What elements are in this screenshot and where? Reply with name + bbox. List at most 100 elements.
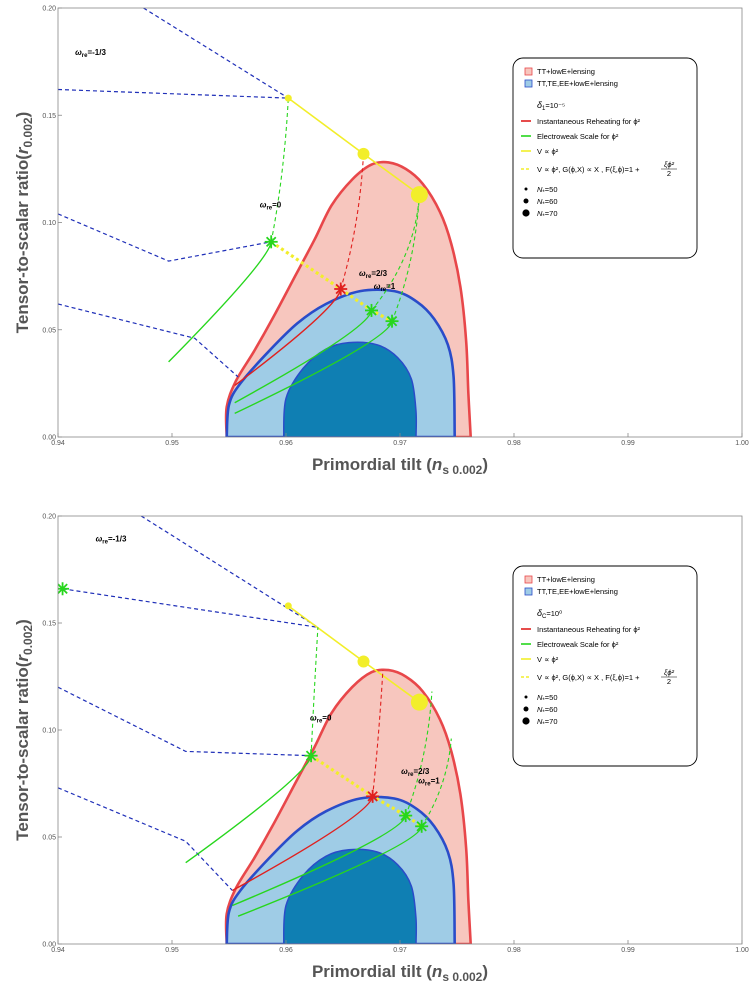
legend-swatch-inner: [524, 587, 533, 596]
x-tick-label: 0.97: [393, 440, 407, 447]
y-tick-label: 0.20: [42, 514, 56, 521]
y-tick-label: 0.05: [42, 835, 56, 842]
legend-box: [512, 565, 698, 767]
star-2: [366, 789, 380, 803]
omega-annotation-0: ωre=-1/3: [75, 48, 106, 59]
legend-entry: Electroweak Scale for ϕ²: [537, 132, 619, 141]
x-tick-label: 0.95: [165, 947, 179, 954]
plot-area: [58, 516, 473, 944]
legend-frac-den: 2: [667, 169, 671, 178]
y-axis-title: Tensor-to-scalar ratio(r0.002): [13, 112, 35, 334]
x-tick-label: 0.95: [165, 440, 179, 447]
dashed-blue-line-2: [58, 88, 289, 99]
legend-entry: Instantaneous Reheating for ϕ²: [537, 117, 641, 126]
series-1: [310, 754, 423, 828]
y-tick-label: 0.10: [42, 728, 56, 735]
omega-annotation-2: ωre=2/3: [359, 269, 388, 280]
legend-box: [512, 57, 698, 259]
series-2-solid: [234, 288, 342, 387]
x-tick-label: 0.98: [507, 440, 521, 447]
legend-frac-num: ξϕ²: [664, 668, 675, 677]
legend-entry: V ∝ ϕ²: [537, 655, 559, 664]
x-axis-title: Primordial tilt (ns 0.002): [312, 455, 488, 477]
x-tick-label: 0.96: [279, 947, 293, 954]
dashed-blue-line-0: [58, 303, 239, 378]
dashed-blue-line-1: [58, 213, 272, 262]
legend-entry: V ∝ ϕ², G(ϕ,X) ∝ X , F(ξ,ϕ)=1 +: [537, 673, 640, 682]
x-tick-label: 0.96: [279, 440, 293, 447]
contour-core: [282, 848, 418, 944]
legend-entry: TT,TE,EE+lowE+lensing: [537, 79, 618, 88]
series-1: [270, 240, 393, 323]
legend-entry: V ∝ ϕ², G(ϕ,X) ∝ X , F(ξ,ϕ)=1 +: [537, 165, 640, 174]
series-5-dashed: [391, 194, 420, 322]
y-tick-label: 0.15: [42, 113, 56, 120]
series-4-dashed: [405, 691, 433, 816]
series-2-dashed: [340, 153, 365, 290]
y-tick-label: 0.20: [42, 6, 56, 13]
x-tick-label: 0.99: [621, 947, 635, 954]
x-tick-label: 1.00: [735, 947, 749, 954]
x-tick-label: 0.98: [507, 947, 521, 954]
plot-area: [58, 8, 473, 437]
series-4-solid: [234, 310, 373, 404]
omega-annotation-1: ωre=0: [260, 200, 282, 211]
series-3-dashed: [270, 98, 289, 242]
legend-entry: N*=50: [537, 693, 558, 704]
legend-swatch-outer: [524, 575, 533, 584]
legend-swatch-inner: [524, 79, 533, 88]
y-tick-label: 0.15: [42, 621, 56, 628]
y-tick-label: 0.00: [42, 942, 56, 949]
legend-entry: N*=70: [537, 717, 558, 728]
series-3-solid: [168, 241, 272, 363]
dot-n-0: [284, 602, 292, 610]
legend-entry: TT+lowE+lensing: [537, 575, 595, 584]
y-tick-label: 0.05: [42, 327, 56, 334]
legend-dot-1: [523, 198, 529, 204]
dashed-blue-line-3: [140, 516, 319, 628]
legend-entry: N*=60: [537, 197, 558, 208]
y-tick-label: 0.10: [42, 220, 56, 227]
dot-n-2: [410, 693, 428, 711]
y-axis-title: Tensor-to-scalar ratio(r0.002): [13, 619, 35, 841]
star-4: [415, 819, 429, 833]
star-0: [264, 235, 278, 249]
series-3-dashed: [310, 627, 319, 756]
omega-annotation-3: ωre=1: [418, 777, 440, 788]
legend-entry: Electroweak Scale for ϕ²: [537, 640, 619, 649]
omega-annotation-2: ωre=2/3: [401, 767, 430, 778]
omega-annotation-1: ωre=0: [310, 713, 332, 724]
series-2-solid: [232, 796, 374, 892]
x-tick-label: 1.00: [735, 440, 749, 447]
dashed-blue-line-2: [62, 588, 318, 628]
x-tick-label: 0.94: [51, 947, 65, 954]
dot-n-1: [357, 147, 370, 160]
legend-dot-1: [523, 706, 529, 712]
series-4-solid: [232, 815, 407, 907]
series-5-solid: [234, 320, 393, 415]
legend-dot-2: [522, 209, 530, 217]
star-1: [334, 282, 348, 296]
legend-entry: N*=50: [537, 185, 558, 196]
star-2: [365, 303, 378, 317]
chart-panel-1: 0.94 0.95 0.96 0.97 0.98 0.99 1.00 0.00 0.05 0.10…: [13, 6, 749, 478]
dashed-blue-line-0: [58, 787, 233, 891]
dot-n-2: [410, 186, 428, 204]
series-2-dashed: [372, 670, 384, 797]
legend-delta: δC=10⁰: [537, 608, 562, 620]
legend: TT+lowE+lensing TT,TE,EE+lowE+lensing δC=1…: [512, 565, 698, 767]
legend-frac-num: ξϕ²: [664, 160, 675, 169]
series-4-dashed: [371, 194, 420, 311]
dashed-blue-line-1: [58, 686, 312, 757]
legend-swatch-outer: [524, 67, 533, 76]
omega-annotation-3: ωre=1: [374, 282, 396, 293]
legend-delta: δ1=10⁻⁵: [537, 100, 565, 112]
legend-dot-2: [522, 717, 530, 725]
contour-core: [282, 341, 418, 437]
legend-entry: N*=60: [537, 705, 558, 716]
legend-frac-den: 2: [667, 677, 671, 686]
star-3: [399, 809, 413, 823]
x-axis-title: Primordial tilt (ns 0.002): [312, 962, 488, 984]
series-5-dashed: [421, 738, 452, 827]
x-tick-label: 0.99: [621, 440, 635, 447]
